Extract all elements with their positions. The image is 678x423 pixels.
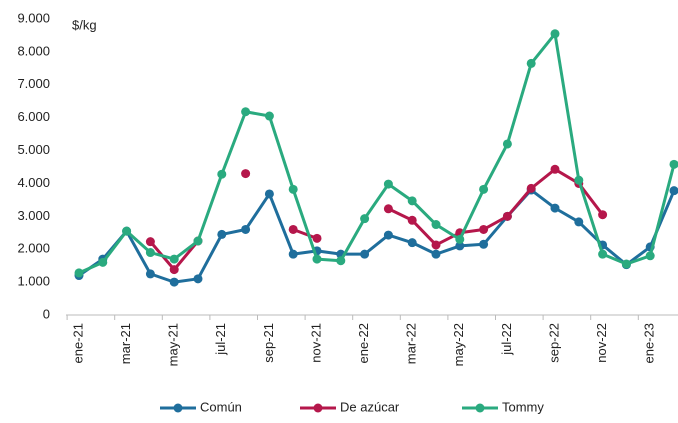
legend-label: De azúcar bbox=[340, 399, 400, 414]
data-point bbox=[503, 139, 512, 148]
legend-marker bbox=[476, 404, 485, 413]
data-point bbox=[170, 255, 179, 264]
y-unit-label: $/kg bbox=[72, 17, 97, 32]
x-tick-label: may-22 bbox=[451, 323, 466, 366]
data-point bbox=[646, 251, 655, 260]
data-point bbox=[479, 225, 488, 234]
data-point bbox=[574, 176, 583, 185]
data-point bbox=[527, 184, 536, 193]
data-point bbox=[455, 235, 464, 244]
data-point bbox=[289, 185, 298, 194]
data-point bbox=[313, 234, 322, 243]
y-tick-label: 6.000 bbox=[17, 109, 50, 124]
legend-item: Tommy bbox=[462, 399, 544, 414]
x-tick-label: ene-21 bbox=[70, 323, 85, 363]
data-point bbox=[194, 274, 203, 283]
y-tick-label: 0 bbox=[43, 306, 50, 321]
x-tick-label: jul-22 bbox=[499, 323, 514, 356]
data-point bbox=[289, 250, 298, 259]
data-point bbox=[670, 160, 678, 169]
x-tick-label: may-21 bbox=[166, 323, 181, 366]
data-point bbox=[170, 265, 179, 274]
data-point bbox=[574, 217, 583, 226]
data-point bbox=[598, 250, 607, 259]
data-point bbox=[551, 204, 560, 213]
data-point bbox=[408, 238, 417, 247]
data-point bbox=[503, 212, 512, 221]
data-point bbox=[217, 230, 226, 239]
y-tick-label: 3.000 bbox=[17, 208, 50, 223]
y-tick-label: 8.000 bbox=[17, 43, 50, 58]
data-point bbox=[98, 258, 107, 267]
data-point bbox=[360, 250, 369, 259]
data-point bbox=[122, 227, 131, 236]
data-point bbox=[551, 165, 560, 174]
x-tick-label: mar-21 bbox=[118, 323, 133, 364]
legend-marker bbox=[314, 404, 323, 413]
data-point bbox=[479, 240, 488, 249]
y-tick-label: 7.000 bbox=[17, 76, 50, 91]
y-tick-label: 9.000 bbox=[17, 10, 50, 25]
legend-item: De azúcar bbox=[300, 399, 400, 414]
data-point bbox=[265, 189, 274, 198]
data-point bbox=[146, 248, 155, 257]
x-tick-label: ene-23 bbox=[642, 323, 657, 363]
x-tick-label: mar-22 bbox=[404, 323, 419, 364]
data-point bbox=[527, 59, 536, 68]
x-tick-label: sep-21 bbox=[261, 323, 276, 363]
data-point bbox=[360, 214, 369, 223]
y-tick-label: 2.000 bbox=[17, 241, 50, 256]
data-point bbox=[170, 278, 179, 287]
data-point bbox=[551, 29, 560, 38]
data-point bbox=[336, 256, 345, 265]
data-point bbox=[289, 225, 298, 234]
data-point bbox=[241, 225, 250, 234]
data-point bbox=[217, 170, 226, 179]
data-point bbox=[408, 196, 417, 205]
legend-label: Tommy bbox=[502, 399, 544, 414]
data-point bbox=[598, 210, 607, 219]
data-point bbox=[670, 186, 678, 195]
data-point bbox=[241, 169, 250, 178]
data-point bbox=[432, 250, 441, 259]
y-tick-label: 1.000 bbox=[17, 274, 50, 289]
data-point bbox=[622, 260, 631, 269]
data-point bbox=[384, 204, 393, 213]
legend-marker bbox=[174, 404, 183, 413]
y-tick-label: 5.000 bbox=[17, 142, 50, 157]
x-tick-label: nov-21 bbox=[308, 323, 323, 363]
x-tick-label: nov-22 bbox=[594, 323, 609, 363]
data-point bbox=[432, 220, 441, 229]
x-tick-label: sep-22 bbox=[546, 323, 561, 363]
x-tick-label: jul-21 bbox=[213, 323, 228, 356]
data-point bbox=[75, 268, 84, 277]
data-point bbox=[241, 107, 250, 116]
data-point bbox=[146, 237, 155, 246]
data-point bbox=[194, 237, 203, 246]
data-point bbox=[408, 216, 417, 225]
x-tick-label: ene-22 bbox=[356, 323, 371, 363]
data-point bbox=[432, 240, 441, 249]
data-point bbox=[313, 255, 322, 264]
y-tick-label: 4.000 bbox=[17, 175, 50, 190]
data-point bbox=[384, 231, 393, 240]
series-line bbox=[79, 34, 674, 273]
legend-label: Común bbox=[200, 399, 242, 414]
data-point bbox=[265, 112, 274, 121]
data-point bbox=[146, 269, 155, 278]
legend-item: Común bbox=[160, 399, 242, 414]
data-point bbox=[479, 185, 488, 194]
data-point bbox=[384, 180, 393, 189]
